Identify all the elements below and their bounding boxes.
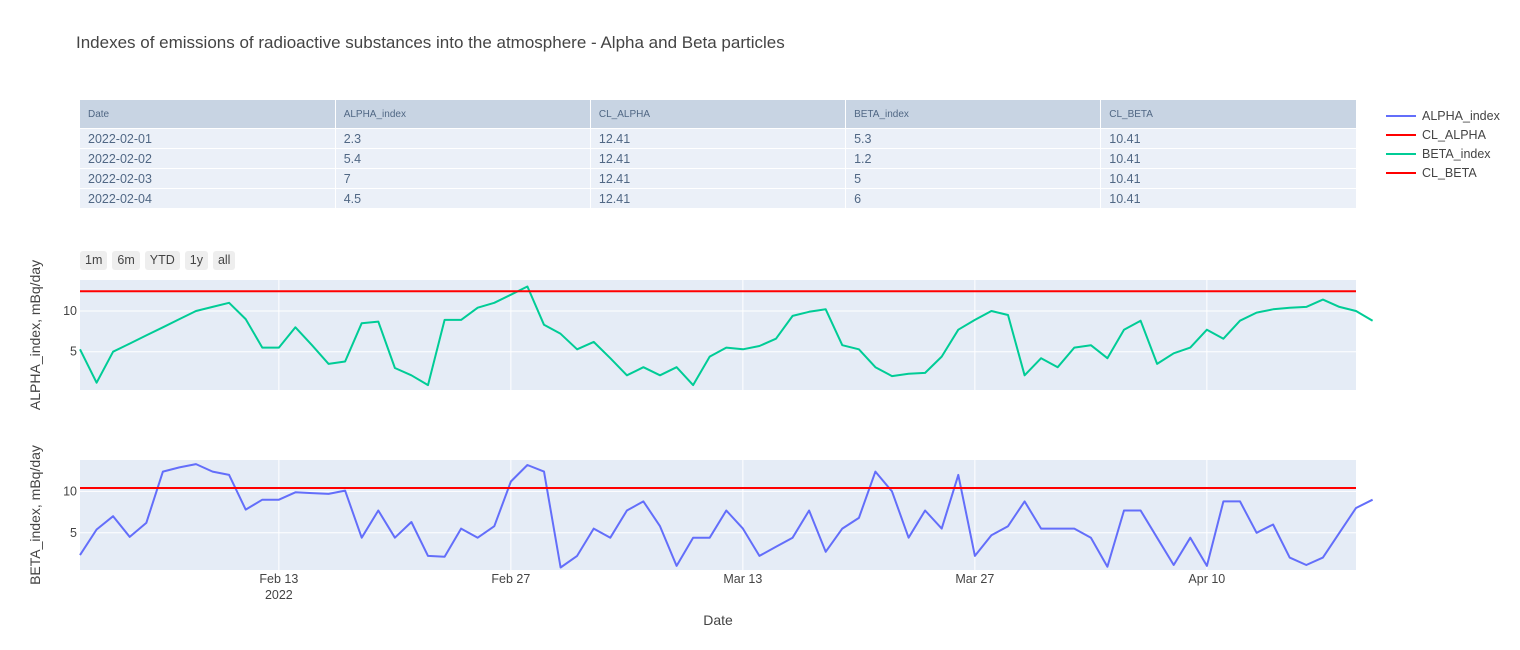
table-cell: 10.41: [1100, 168, 1356, 189]
legend-label: ALPHA_index: [1422, 108, 1500, 123]
table-cell: 2022-02-02: [80, 148, 336, 169]
y-tick-label: 10: [63, 304, 77, 318]
plot-background: [80, 280, 1356, 390]
table-header-cell: ALPHA_index: [334, 100, 591, 129]
x-tick-label: Mar 27: [955, 572, 994, 586]
chart-title: Indexes of emissions of radioactive subs…: [76, 33, 785, 52]
legend-swatch: [1386, 152, 1416, 155]
legend-label: BETA_index: [1422, 146, 1491, 161]
legend-swatch: [1386, 114, 1416, 117]
plot-background: [80, 460, 1356, 570]
y-axis-title: ALPHA_index, mBq/day: [27, 260, 43, 410]
x-tick-label: Mar 13: [723, 572, 762, 586]
table-cell: 4.5: [334, 188, 591, 209]
table-row: 2022-02-04 4.5 12.41 6 10.41: [80, 188, 1356, 209]
range-button-1y[interactable]: 1y: [184, 251, 208, 270]
table-header-cell: CL_BETA: [1100, 100, 1356, 129]
x-tick-year-label: 2022: [265, 588, 293, 602]
table-cell: 6: [845, 188, 1102, 209]
range-button-6m[interactable]: 6m: [112, 251, 140, 270]
legend-label: CL_ALPHA: [1422, 127, 1486, 142]
table-cell: 12.41: [589, 188, 847, 209]
table-row: 2022-02-01 2.3 12.41 5.3 10.41: [80, 128, 1356, 149]
legend-label: CL_BETA: [1422, 165, 1477, 180]
table-cell: 5.3: [845, 128, 1102, 149]
table-cell: 2022-02-03: [80, 168, 336, 189]
legend-item-cl-alpha[interactable]: CL_ALPHA: [1386, 125, 1500, 144]
data-table: Date ALPHA_index CL_ALPHA BETA_index CL_…: [80, 100, 1356, 209]
legend-item-beta-index[interactable]: BETA_index: [1386, 144, 1500, 163]
x-tick-label: Feb 27: [491, 572, 530, 586]
y-axis-title: BETA_index, mBq/day: [27, 445, 43, 585]
table-cell: 10.41: [1100, 148, 1356, 169]
y-tick-label: 10: [63, 484, 77, 498]
table-cell: 2022-02-01: [80, 128, 336, 149]
legend: ALPHA_index CL_ALPHA BETA_index CL_BETA: [1386, 106, 1500, 182]
y-tick-label: 5: [70, 526, 77, 540]
x-axis-title: Date: [703, 612, 733, 628]
table-cell: 2022-02-04: [80, 188, 336, 209]
table-cell: 12.41: [589, 128, 847, 149]
x-tick-label: Feb 13: [259, 572, 298, 586]
range-button-1m[interactable]: 1m: [80, 251, 108, 270]
legend-swatch: [1386, 133, 1416, 136]
table-cell: 10.41: [1100, 188, 1356, 209]
series-line-beta-index: [79, 285, 1374, 387]
range-button-all[interactable]: all: [212, 251, 236, 270]
range-selector: 1m 6m YTD 1y all: [80, 251, 236, 270]
series-line-alpha-index: [79, 463, 1374, 569]
legend-swatch: [1386, 171, 1416, 174]
legend-item-alpha-index[interactable]: ALPHA_index: [1386, 106, 1500, 125]
table-cell: 12.41: [589, 168, 847, 189]
legend-item-cl-beta[interactable]: CL_BETA: [1386, 163, 1500, 182]
table-cell: 2.3: [334, 128, 591, 149]
table-header-cell: CL_ALPHA: [589, 100, 847, 129]
x-tick-label: Apr 10: [1188, 572, 1225, 586]
y-tick-label: 5: [70, 345, 77, 359]
table-header-cell: BETA_index: [845, 100, 1102, 129]
range-button-ytd[interactable]: YTD: [144, 251, 180, 270]
